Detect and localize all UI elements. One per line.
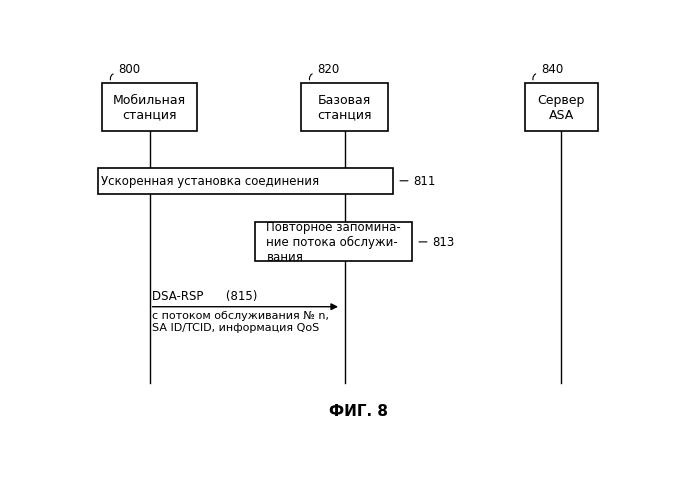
- Text: 813: 813: [419, 236, 455, 249]
- Text: 820: 820: [310, 63, 340, 81]
- FancyBboxPatch shape: [255, 223, 412, 262]
- Text: 811: 811: [400, 175, 436, 188]
- Text: Мобильная
станция: Мобильная станция: [113, 94, 186, 121]
- Text: ФИГ. 8: ФИГ. 8: [329, 403, 388, 418]
- Text: Повторное запомина-
ние потока обслужи-
вания: Повторное запомина- ние потока обслужи- …: [266, 221, 401, 264]
- Text: Ускоренная установка соединения: Ускоренная установка соединения: [101, 175, 319, 188]
- FancyBboxPatch shape: [525, 84, 598, 132]
- FancyBboxPatch shape: [301, 84, 388, 132]
- Text: 840: 840: [533, 63, 563, 81]
- Text: Базовая
станция: Базовая станция: [317, 94, 372, 121]
- Text: DSA-RSP      (815): DSA-RSP (815): [152, 289, 258, 302]
- Text: 800: 800: [110, 63, 140, 81]
- FancyBboxPatch shape: [98, 168, 394, 194]
- Text: с потоком обслуживания № n,
SA ID/TCID, информация QoS: с потоком обслуживания № n, SA ID/TCID, …: [152, 311, 329, 332]
- FancyBboxPatch shape: [102, 84, 197, 132]
- Text: Сервер
ASA: Сервер ASA: [538, 94, 585, 121]
